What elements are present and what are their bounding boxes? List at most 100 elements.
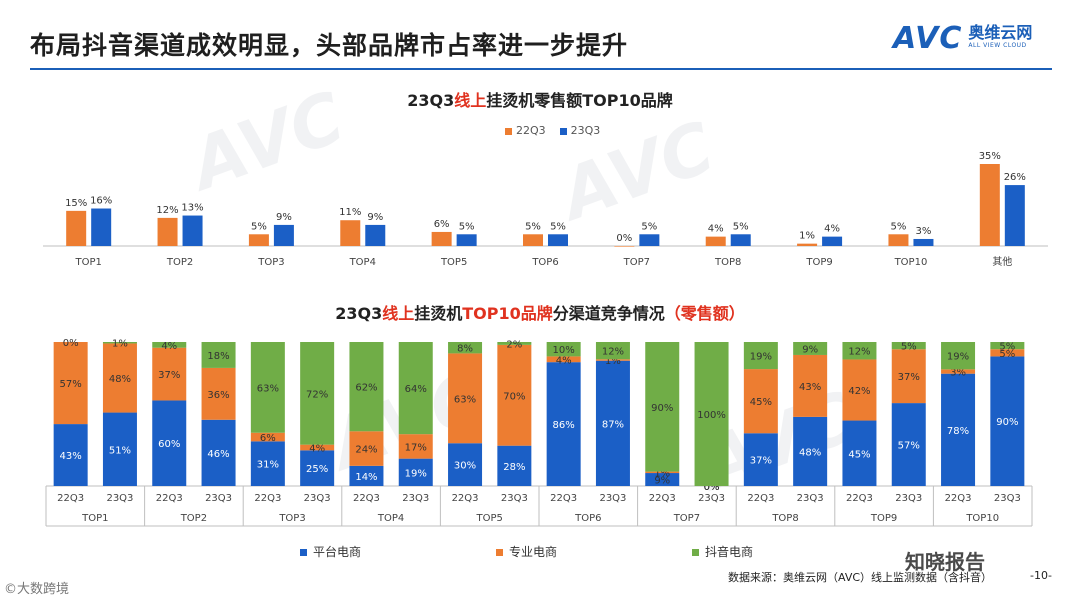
segment-platform xyxy=(53,424,88,486)
group-label: TOP9 xyxy=(870,513,897,524)
data-label: 4% xyxy=(708,224,724,235)
period-label: 23Q3 xyxy=(698,493,725,504)
group-label: TOP2 xyxy=(180,513,207,524)
data-label: 45% xyxy=(750,397,772,408)
segment-pro xyxy=(891,349,926,404)
period-label: 22Q3 xyxy=(747,493,774,504)
data-label: 90% xyxy=(996,417,1018,428)
legend-label: 抖音电商 xyxy=(705,545,754,559)
legend-item-23q3: 23Q3 xyxy=(559,124,600,137)
segment-douyin xyxy=(300,342,335,445)
data-label: 9% xyxy=(802,344,818,355)
bar-23q3 xyxy=(639,234,660,246)
chart2-title: 23Q3线上挂烫机TOP10品牌分渠道竞争情况（零售额） xyxy=(0,300,1080,324)
bar-22q3 xyxy=(523,234,543,246)
tick-label: TOP8 xyxy=(714,257,741,268)
chart2-title-part: 分渠道竞争情况 xyxy=(552,304,665,323)
segment-douyin xyxy=(645,342,680,472)
chart2-title-part: 23Q3 xyxy=(335,304,383,323)
data-label: 1% xyxy=(799,231,815,242)
bar-22q3 xyxy=(157,217,178,246)
group-label: TOP4 xyxy=(377,513,404,524)
data-label: 12% xyxy=(848,347,870,358)
watermark-left: ©大数跨境 xyxy=(4,582,70,597)
legend-swatch xyxy=(692,549,700,556)
data-label: 48% xyxy=(799,447,821,458)
bar-23q3 xyxy=(273,224,294,246)
data-label: 5% xyxy=(251,221,267,232)
data-label: 48% xyxy=(109,374,131,385)
segment-douyin xyxy=(250,342,285,433)
segment-pro xyxy=(102,343,137,413)
bar-23q3 xyxy=(730,234,751,246)
chart2-channel-split: 43% 57% 0% 22Q3 51% 48% 1% 23Q3 60% 37% 4% 22Q3 46% 3… xyxy=(45,338,1033,527)
segment-douyin xyxy=(941,342,976,370)
chart2-title-part: 线上 xyxy=(382,304,415,323)
chart2-title-part: （零售额） xyxy=(664,304,745,323)
group-label: TOP7 xyxy=(673,513,700,524)
segment-platform xyxy=(595,360,630,486)
group-label: TOP1 xyxy=(81,513,108,524)
segment-douyin xyxy=(398,342,433,435)
legend-swatch xyxy=(505,127,512,135)
data-label: 1% xyxy=(605,356,621,367)
segment-pro xyxy=(53,342,88,425)
segment-platform xyxy=(990,356,1025,486)
group-label: TOP6 xyxy=(574,513,601,524)
data-label: 3% xyxy=(916,226,932,237)
period-label: 22Q3 xyxy=(550,493,577,504)
segment-pro xyxy=(645,471,680,474)
page-title: 布局抖音渠道成效明显，头部品牌市占率进一步提升 xyxy=(30,31,629,60)
bar-22q3 xyxy=(431,231,452,246)
segment-pro xyxy=(941,369,976,374)
segment-platform xyxy=(448,443,483,486)
data-label: 70% xyxy=(503,391,525,402)
data-label: 45% xyxy=(848,449,870,460)
legend-swatch xyxy=(300,549,307,556)
legend-item-platform: 平台电商 xyxy=(300,543,361,560)
data-label: 5% xyxy=(641,221,657,232)
segment-platform xyxy=(645,473,680,486)
data-label: 15% xyxy=(65,198,87,209)
data-label: 0% xyxy=(704,482,720,493)
period-label: 23Q3 xyxy=(994,493,1021,504)
segment-pro xyxy=(300,444,335,451)
data-label: 9% xyxy=(654,476,670,487)
chart1-title-part: 23Q3 xyxy=(407,91,455,110)
segment-platform xyxy=(152,400,187,486)
data-label: 5% xyxy=(999,342,1015,353)
data-label: 5% xyxy=(459,221,475,232)
data-label: 13% xyxy=(181,203,203,214)
data-label: 12% xyxy=(156,205,178,216)
data-label: 63% xyxy=(257,383,279,394)
data-label: 4% xyxy=(161,341,177,352)
data-label: 51% xyxy=(109,445,131,456)
bar-22q3 xyxy=(705,236,726,246)
period-label: 23Q3 xyxy=(501,493,528,504)
page-number: -10- xyxy=(1030,569,1052,582)
segment-douyin xyxy=(349,342,384,432)
period-label: 22Q3 xyxy=(353,493,380,504)
segment-platform xyxy=(201,419,236,486)
bar-23q3 xyxy=(913,238,934,246)
data-label: 30% xyxy=(454,461,476,472)
segment-platform xyxy=(891,403,926,486)
data-label: 87% xyxy=(602,419,624,430)
data-label: 4% xyxy=(556,355,572,366)
tick-label: TOP4 xyxy=(349,257,376,268)
chart1-top10-share: 15% 16% TOP1 12% 13% TOP2 5% 9% TOP3 11% 9% TOP4 6% 5… xyxy=(43,151,1048,268)
data-label: 0% xyxy=(63,338,79,349)
group-label: TOP10 xyxy=(965,513,999,524)
data-label: 43% xyxy=(60,451,82,462)
bar-23q3 xyxy=(91,208,112,246)
data-label: 12% xyxy=(602,347,624,358)
segment-douyin xyxy=(842,342,877,360)
segment-douyin xyxy=(201,342,236,368)
legend-label: 专业电商 xyxy=(509,545,558,559)
segment-platform xyxy=(102,412,137,486)
logo-en: ALL VIEW CLOUD xyxy=(968,42,1027,49)
data-label: 28% xyxy=(503,462,525,473)
segment-douyin xyxy=(595,342,630,360)
segment-douyin xyxy=(891,342,926,350)
data-label: 8% xyxy=(457,344,473,355)
